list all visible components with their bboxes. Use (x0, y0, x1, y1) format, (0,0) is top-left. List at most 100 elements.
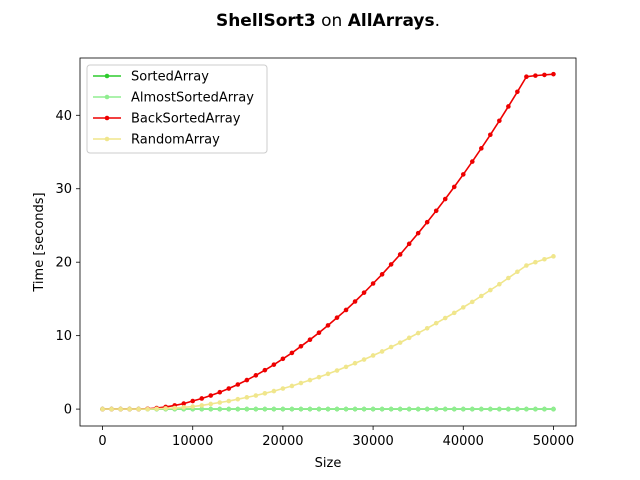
data-point-back-sorted-array (334, 315, 340, 320)
x-tick-label: 30000 (352, 434, 393, 449)
data-point-almost-sorted-array (289, 406, 295, 412)
data-point-almost-sorted-array (515, 406, 520, 412)
legend-label-back-sorted-array: BackSortedArray (131, 112, 241, 127)
data-point-back-sorted-array (244, 377, 250, 383)
data-point-back-sorted-array (262, 367, 268, 373)
data-point-random-array (343, 364, 349, 370)
data-point-random-array (515, 269, 520, 275)
data-point-back-sorted-array (551, 71, 556, 77)
y-tick-label: 0 (64, 403, 72, 418)
title-dataset: AllArrays (348, 11, 435, 31)
data-point-random-array (127, 406, 132, 412)
data-point-random-array (433, 320, 439, 326)
data-point-random-array (136, 406, 141, 412)
data-point-random-array (424, 326, 430, 331)
data-point-random-array (154, 406, 159, 412)
legend-box (86, 64, 268, 154)
data-point-almost-sorted-array (460, 406, 466, 412)
plot-area: 0 10000 20000 30000 40000 50000 0 10 20 30 40 Sorte… (55, 57, 577, 449)
data-point-back-sorted-array (469, 159, 475, 164)
data-point-random-array (397, 340, 403, 345)
data-point-back-sorted-array (433, 208, 439, 214)
legend-marker-sorted-array (104, 73, 110, 79)
data-point-back-sorted-array (271, 362, 277, 367)
data-point-almost-sorted-array (542, 406, 547, 412)
y-tick-label: 20 (55, 256, 72, 271)
x-axis-label: Size (315, 456, 342, 471)
data-point-back-sorted-array (199, 396, 205, 401)
data-point-almost-sorted-array (280, 406, 286, 412)
data-point-random-array (118, 406, 123, 412)
data-point-back-sorted-array (406, 241, 412, 247)
title-algorithm: ShellSort3 (216, 11, 316, 31)
data-point-random-array (253, 393, 259, 398)
data-point-random-array (289, 383, 295, 389)
legend-label-sorted-array: SortedArray (131, 70, 209, 85)
data-point-back-sorted-array (280, 356, 286, 362)
data-point-random-array (460, 305, 466, 310)
x-tick-label: 0 (98, 434, 106, 449)
data-point-almost-sorted-array (524, 406, 529, 412)
data-point-back-sorted-array (497, 118, 502, 124)
data-point-almost-sorted-array (497, 406, 502, 412)
data-point-random-array (217, 400, 223, 405)
data-point-almost-sorted-array (442, 406, 448, 412)
y-tick-label: 40 (55, 109, 72, 124)
data-point-back-sorted-array (235, 382, 241, 387)
data-point-almost-sorted-array (262, 406, 268, 412)
data-point-random-array (506, 275, 511, 281)
data-point-back-sorted-array (226, 386, 232, 391)
data-point-random-array (379, 349, 385, 354)
legend-marker-back-sorted-array (104, 115, 110, 121)
data-point-random-array (172, 405, 177, 411)
data-point-random-array (145, 406, 150, 412)
data-point-random-array (190, 404, 196, 409)
legend-label-random-array: RandomArray (131, 133, 220, 148)
data-point-back-sorted-array (442, 196, 448, 202)
data-point-back-sorted-array (388, 262, 394, 267)
data-point-back-sorted-array (524, 74, 529, 80)
axes-frame (79, 57, 577, 427)
data-point-back-sorted-array (542, 72, 547, 78)
data-point-back-sorted-array (533, 73, 538, 78)
data-point-random-array (352, 360, 358, 366)
legend-marker-almost-sorted-array (104, 94, 110, 100)
data-point-back-sorted-array (415, 230, 421, 236)
data-point-almost-sorted-array (217, 406, 223, 412)
data-point-random-array (469, 299, 475, 305)
data-point-random-array (361, 357, 367, 362)
data-point-almost-sorted-array (406, 406, 412, 412)
data-point-almost-sorted-array (361, 406, 367, 412)
y-axis-label: Time [seconds] (32, 192, 47, 292)
data-point-almost-sorted-array (307, 406, 313, 412)
data-point-random-array (370, 353, 376, 358)
x-tick-label: 10000 (172, 434, 213, 449)
x-tick-label: 40000 (443, 434, 484, 449)
data-point-random-array (524, 263, 529, 268)
data-point-almost-sorted-array (208, 406, 214, 412)
data-point-back-sorted-array (307, 337, 313, 342)
data-point-back-sorted-array (208, 393, 214, 398)
data-point-back-sorted-array (352, 299, 358, 304)
data-point-back-sorted-array (397, 252, 403, 257)
data-point-back-sorted-array (190, 398, 196, 404)
data-point-almost-sorted-array (271, 406, 277, 412)
data-point-random-array (316, 374, 322, 380)
data-point-random-array (307, 377, 313, 383)
data-point-almost-sorted-array (469, 406, 475, 412)
data-point-almost-sorted-array (397, 406, 403, 412)
data-point-random-array (542, 256, 547, 262)
data-point-almost-sorted-array (379, 406, 385, 412)
data-point-random-array (406, 335, 412, 341)
data-point-back-sorted-array (289, 350, 295, 356)
data-point-back-sorted-array (479, 146, 484, 151)
data-point-random-array (388, 344, 394, 350)
data-point-random-array (226, 398, 232, 404)
data-point-back-sorted-array (370, 281, 376, 286)
data-point-back-sorted-array (488, 132, 493, 138)
data-point-almost-sorted-array (334, 406, 340, 412)
data-point-back-sorted-array (451, 184, 457, 190)
data-point-random-array (479, 293, 484, 299)
data-point-random-array (199, 403, 205, 408)
